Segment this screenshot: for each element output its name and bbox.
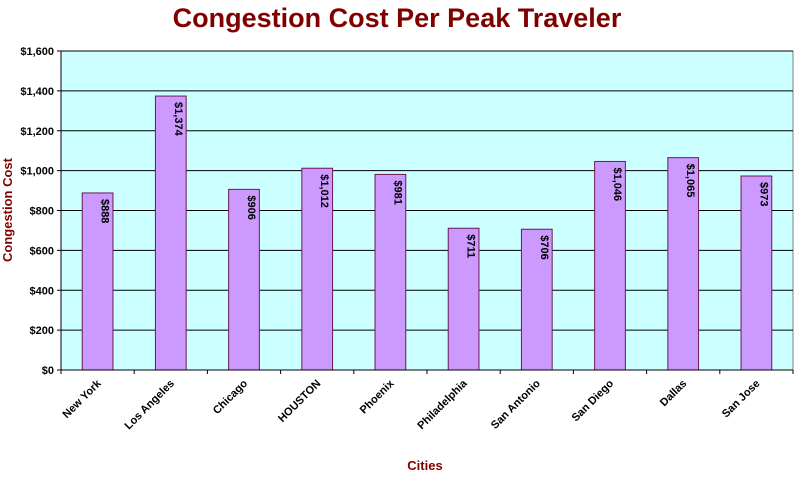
chart-title: Congestion Cost Per Peak Traveler (173, 3, 622, 33)
bar (447, 227, 480, 371)
y-tick-label: $600 (30, 245, 54, 257)
bar (228, 188, 260, 371)
x-tick-label: HOUSTON (276, 378, 323, 425)
x-tick-label: Philadelphia (415, 377, 470, 432)
data-label: $706 (538, 235, 550, 259)
y-tick-label: $1,200 (20, 126, 54, 138)
bar (81, 192, 114, 371)
data-label: $888 (99, 199, 111, 223)
x-tick-label: Phoenix (358, 377, 397, 416)
data-labels: $888 $1,374 $906 $1,012 $981 $711 $706 $1,046 $1… (99, 102, 770, 260)
x-tick-label: New York (60, 377, 104, 421)
x-tick-label: San Antonio (489, 377, 543, 431)
data-label: $711 (465, 234, 477, 258)
x-axis-tick-labels: New York Los Angeles Chicago HOUSTON Phoenix… (60, 370, 794, 432)
x-axis-title: Cities (407, 458, 442, 473)
bar (301, 167, 334, 371)
data-label: $1,046 (611, 167, 623, 201)
data-label: $973 (757, 182, 769, 206)
y-tick-label: $0 (42, 365, 54, 377)
bar (374, 173, 407, 371)
y-tick-label: $1,000 (20, 166, 54, 178)
bar (520, 228, 553, 371)
bar (740, 175, 773, 371)
data-label: $1,012 (318, 174, 330, 208)
data-label: $1,065 (684, 164, 696, 198)
bar (594, 160, 626, 371)
bars (81, 95, 773, 371)
data-label: $981 (391, 180, 403, 204)
x-tick-label: San Diego (570, 377, 617, 424)
y-tick-label: $400 (30, 285, 54, 297)
y-tick-label: $800 (30, 206, 54, 218)
x-tick-label: San Jose (720, 378, 763, 421)
x-tick-label: Chicago (211, 377, 250, 416)
bar (154, 95, 187, 371)
data-label: $1,374 (172, 102, 184, 137)
x-tick-label: Dallas (658, 378, 689, 409)
x-tick-label: Los Angeles (122, 378, 176, 432)
y-axis-title: Congestion Cost (0, 157, 15, 262)
y-axis-tick-labels: $0 $200 $400 $600 $800 $1,000 $1,200 $1,400 $1,6… (20, 46, 61, 377)
y-tick-label: $1,400 (20, 86, 54, 98)
data-label: $906 (245, 195, 257, 219)
y-tick-label: $200 (30, 325, 54, 337)
y-tick-label: $1,600 (20, 46, 54, 58)
